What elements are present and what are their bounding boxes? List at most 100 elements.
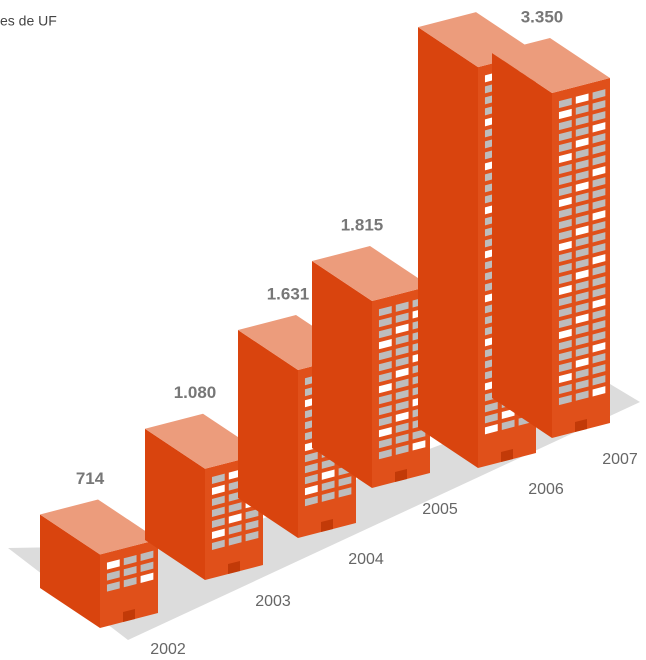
window [304, 484, 318, 496]
window [575, 302, 589, 313]
window [558, 218, 572, 230]
building-top [312, 246, 430, 302]
window [304, 495, 318, 507]
window [501, 408, 515, 419]
window [395, 312, 409, 323]
window [558, 240, 572, 252]
building-left-face [145, 428, 205, 580]
window [558, 273, 572, 285]
window [558, 339, 572, 351]
window [338, 487, 352, 498]
window [211, 506, 225, 517]
building-left-face [40, 514, 100, 628]
window [211, 495, 225, 506]
window [575, 313, 589, 324]
value-label: 714 [76, 469, 105, 488]
window [575, 126, 589, 137]
window [304, 451, 318, 463]
building [145, 413, 263, 580]
window [395, 400, 409, 411]
window [558, 372, 572, 384]
window [592, 386, 606, 397]
window [378, 360, 392, 372]
window [592, 166, 606, 177]
window [592, 100, 606, 111]
window [575, 247, 589, 258]
building-left-face [238, 330, 298, 538]
window [338, 476, 352, 487]
window [558, 152, 572, 164]
value-label: 1.080 [174, 383, 217, 402]
window [592, 320, 606, 331]
x-tick-label: 2005 [422, 501, 458, 518]
window [484, 402, 498, 413]
window [378, 404, 392, 416]
window [501, 419, 515, 430]
window [558, 97, 572, 109]
window [575, 181, 589, 192]
window [211, 539, 225, 550]
door [395, 469, 407, 482]
window [378, 426, 392, 438]
window [395, 345, 409, 356]
building-top [492, 37, 610, 93]
window [395, 367, 409, 378]
window [558, 119, 572, 131]
window [592, 309, 606, 320]
window [558, 317, 572, 329]
window [575, 379, 589, 390]
window [484, 424, 498, 435]
window [592, 177, 606, 188]
window [558, 141, 572, 153]
window [140, 561, 154, 572]
window [558, 108, 572, 120]
window [592, 188, 606, 199]
window [321, 480, 335, 491]
building-top [40, 499, 158, 555]
window [592, 287, 606, 298]
window [211, 473, 225, 484]
window [592, 342, 606, 353]
window [321, 458, 335, 469]
window [575, 159, 589, 170]
window [321, 469, 335, 480]
window [575, 225, 589, 236]
window [575, 269, 589, 280]
window [321, 491, 335, 502]
door [501, 449, 513, 462]
window [575, 93, 589, 104]
chart-title: es de UF [0, 13, 57, 29]
window [378, 382, 392, 394]
building-left-face [312, 261, 372, 488]
window [558, 163, 572, 175]
window [592, 111, 606, 122]
value-label: 3.350 [521, 7, 564, 26]
window [575, 115, 589, 126]
window [558, 306, 572, 318]
window [575, 137, 589, 148]
value-label: 3.892 [447, 0, 490, 1]
window [228, 513, 242, 524]
window [378, 327, 392, 339]
window [378, 437, 392, 449]
x-tick-label: 2003 [255, 593, 291, 610]
window [575, 104, 589, 115]
window [395, 334, 409, 345]
window [558, 229, 572, 241]
window [378, 371, 392, 383]
window [575, 258, 589, 269]
building [40, 499, 158, 628]
door [321, 519, 333, 532]
window [106, 581, 120, 592]
window [592, 298, 606, 309]
window [592, 133, 606, 144]
building-left-face [492, 52, 552, 438]
window [592, 243, 606, 254]
window [378, 393, 392, 405]
window [558, 174, 572, 186]
window [575, 324, 589, 335]
x-tick-label: 2007 [602, 451, 638, 468]
window [558, 207, 572, 219]
window [592, 232, 606, 243]
window [245, 508, 259, 520]
